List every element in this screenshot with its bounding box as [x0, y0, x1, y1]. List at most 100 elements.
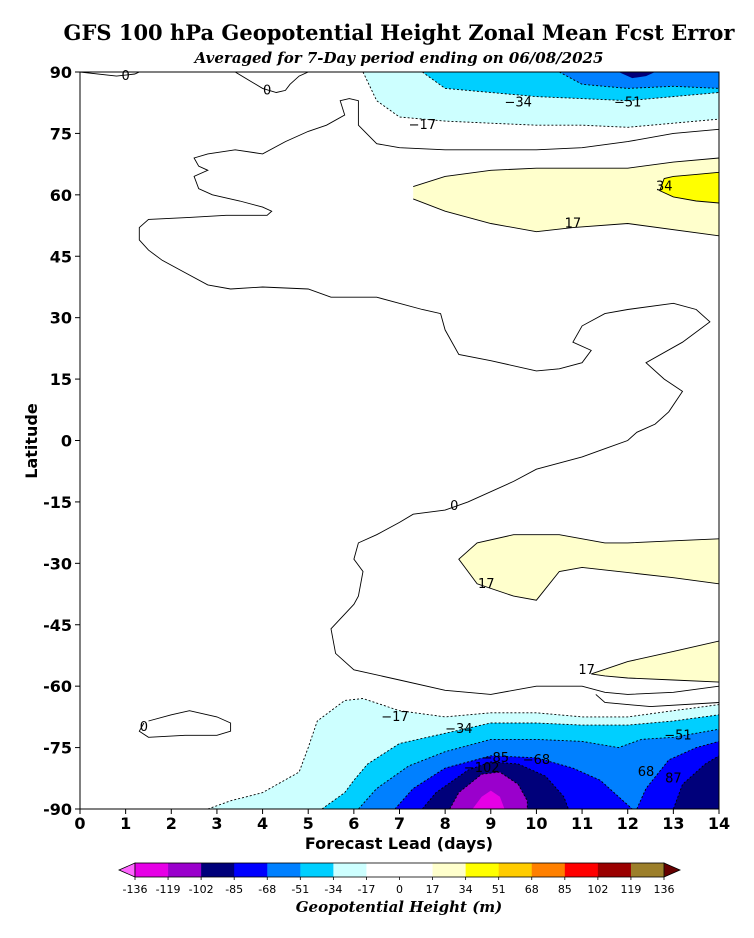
colorbar-swatch — [366, 863, 400, 877]
colorbar-tick-label: 17 — [426, 883, 440, 896]
colorbar-swatch — [630, 863, 665, 877]
colorbar-tick-label: 136 — [654, 883, 675, 896]
x-axis: 0 1 2 3 4 5 6 7 8 9 10 11 12 13 14 — [74, 809, 730, 833]
x-tick-label: 11 — [571, 814, 593, 833]
colorbar-swatch — [234, 863, 268, 877]
y-tick-label: -15 — [43, 493, 72, 512]
colorbar-tick-label: 51 — [492, 883, 506, 896]
colorbar-tick-label: -68 — [258, 883, 276, 896]
contour-line — [413, 157, 719, 188]
contour-fill-region — [559, 72, 719, 89]
contour-fill-region — [458, 534, 719, 601]
contour-fill-region — [449, 772, 528, 809]
colorbar-swatch — [300, 863, 334, 877]
colorbar-tick-label: -17 — [357, 883, 375, 896]
colorbar-swatch — [168, 863, 202, 877]
contour-fill-region — [659, 172, 719, 203]
contour-fill-region — [413, 158, 719, 236]
colorbar-over-arrow — [663, 862, 681, 878]
colorbar-swatch — [597, 863, 632, 877]
contour-line — [672, 755, 719, 809]
x-tick-label: 1 — [120, 814, 131, 833]
y-tick-label: -60 — [43, 677, 72, 696]
contour-line — [234, 72, 309, 93]
y-tick-label: 60 — [50, 186, 72, 205]
contour-label: −34 — [504, 96, 531, 111]
contour-line — [636, 740, 719, 809]
contour-label: −17 — [381, 710, 408, 725]
colorbar-tick-label: -51 — [291, 883, 309, 896]
chart-subtitle: Averaged for 7-Day period ending on 06/0… — [193, 49, 604, 67]
contour-label: 17 — [578, 663, 595, 678]
y-axis: 90 75 60 45 30 15 0 -15 -30 -45 -60 -75 -90 — [43, 63, 80, 819]
colorbar-swatch — [135, 863, 169, 877]
contour-line — [207, 698, 719, 809]
y-tick-label: 75 — [50, 124, 72, 143]
contour-label: 17 — [478, 577, 495, 592]
contour-line — [422, 72, 719, 102]
contour-fill-region — [673, 755, 719, 809]
y-tick-label: 90 — [50, 63, 72, 82]
contour-label: 0 — [140, 720, 148, 735]
contour-line — [458, 534, 719, 601]
x-axis-label: Forecast Lead (days) — [305, 834, 493, 853]
contour-line — [659, 171, 719, 204]
colorbar-tick-label: 119 — [620, 883, 641, 896]
x-tick-label: 5 — [303, 814, 314, 833]
contour-line — [138, 98, 719, 695]
contour-label: −17 — [409, 118, 436, 133]
filled-contour-regions — [207, 72, 719, 809]
colorbar-tick-label: 102 — [587, 883, 608, 896]
colorbar-swatch — [201, 863, 235, 877]
colorbar-tick-label: 0 — [396, 883, 403, 896]
colorbar-swatch — [333, 863, 367, 877]
y-tick-label: -90 — [43, 800, 72, 819]
colorbar-swatch — [432, 863, 466, 877]
contour-line — [138, 710, 232, 738]
contour-line — [591, 640, 719, 683]
x-tick-label: 2 — [166, 814, 177, 833]
contour-label: 0 — [263, 83, 271, 98]
colorbar-swatch — [564, 863, 599, 877]
contour-line — [362, 72, 719, 128]
contour-line — [321, 714, 719, 809]
y-tick-label: 15 — [50, 370, 72, 389]
contour-lines — [80, 72, 719, 809]
colorbar-tick-label: 34 — [459, 883, 473, 896]
contour-line — [559, 72, 719, 89]
contour-fill-region — [591, 641, 719, 683]
y-tick-label: 30 — [50, 309, 72, 328]
colorbar-swatch — [531, 863, 566, 877]
contour-line — [358, 728, 719, 809]
contour-label: 34 — [656, 180, 673, 195]
x-tick-label: 4 — [257, 814, 268, 833]
contour-label: 0 — [122, 69, 130, 84]
contour-line — [394, 755, 633, 809]
contour-line — [413, 198, 719, 237]
contour-label: −51 — [664, 728, 691, 743]
x-tick-label: 0 — [74, 814, 85, 833]
colorbar-swatch — [267, 863, 301, 877]
colorbar-tick-label: -34 — [324, 883, 342, 896]
chart-title: GFS 100 hPa Geopotential Height Zonal Me… — [64, 20, 736, 45]
colorbar-label: Geopotential Height (m) — [296, 898, 503, 916]
colorbar-tick-label: -102 — [189, 883, 214, 896]
y-tick-label: -75 — [43, 739, 72, 758]
contour-labels: 0 0 −34 −51 −17 34 17 0 17 17 0 −17 −34 −51 −85 −68 −102… — [122, 69, 692, 786]
x-tick-label: 7 — [394, 814, 405, 833]
contour-label: −34 — [445, 722, 472, 737]
contour-line — [80, 72, 140, 77]
x-tick-label: 3 — [211, 814, 222, 833]
colorbar-tick-label: 68 — [525, 883, 539, 896]
colorbar-tick-label: -136 — [123, 883, 148, 896]
contour-label: −68 — [523, 753, 550, 768]
x-tick-label: 12 — [617, 814, 639, 833]
contour-label: −102 — [464, 761, 500, 776]
colorbar-under-arrow — [118, 862, 136, 878]
contour-label: −85 — [482, 751, 509, 766]
y-axis-label: Latitude — [22, 403, 41, 479]
x-tick-label: 14 — [708, 814, 730, 833]
y-tick-label: -45 — [43, 616, 72, 635]
x-tick-label: 10 — [525, 814, 547, 833]
